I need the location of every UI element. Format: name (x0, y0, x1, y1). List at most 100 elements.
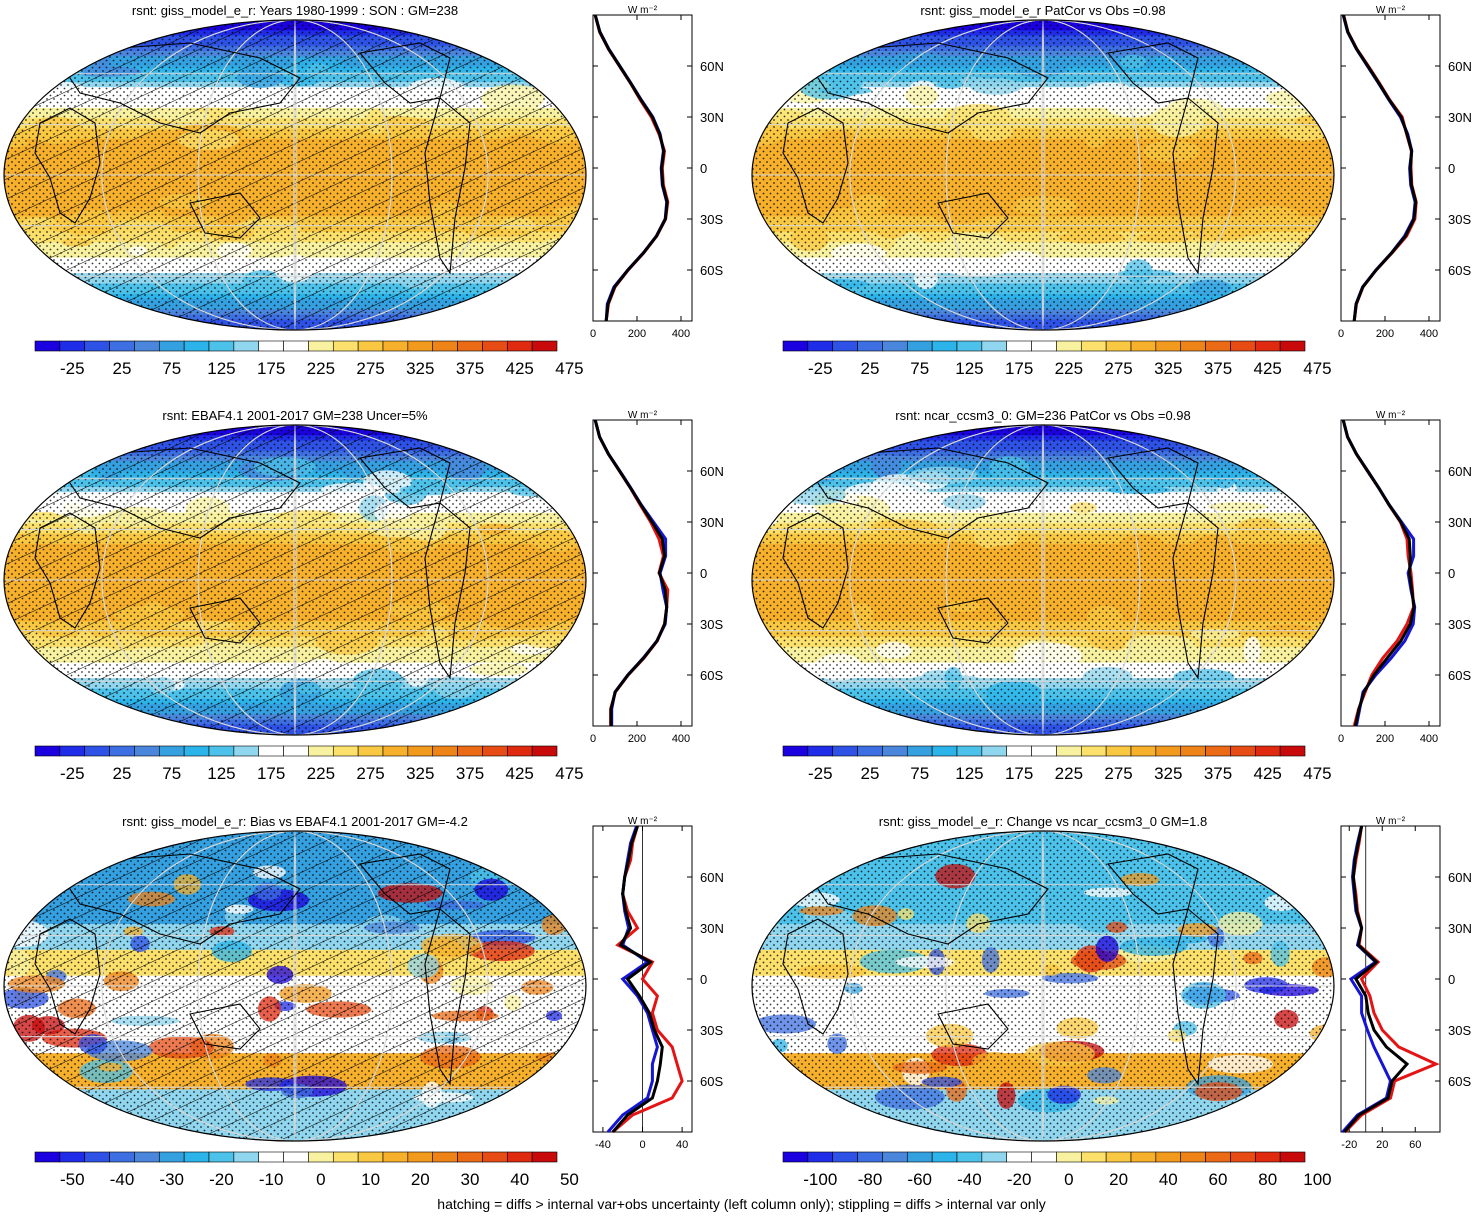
panel-p4: rsnt: ncar_ccsm3_0: GM=236 PatCor vs Obs… (748, 408, 1483, 813)
colorbar-label: 80 (1258, 1170, 1277, 1189)
x-tick-label: -40 (595, 1139, 611, 1151)
colorbar-label: 425 (1254, 359, 1282, 378)
colorbar (34, 340, 558, 352)
x-tick-label: 200 (1376, 328, 1394, 340)
profile-line-black (1341, 419, 1416, 727)
footer-caption: hatching = diffs > internal var+obs unce… (437, 1196, 1046, 1212)
profile-unit: W m⁻² (1376, 816, 1406, 827)
profile-line-black (1341, 14, 1418, 322)
colorbar-label: 20 (411, 1170, 430, 1189)
zonal-profile: W m⁻² 60N 30N 0 30S 60S 0 200 400 (1338, 5, 1472, 340)
profile-line-obs (593, 14, 669, 322)
colorbar-label: -100 (803, 1170, 837, 1189)
colorbar-label: 375 (456, 764, 484, 783)
map-p3: -25 25 75 125 175 225 275 325 375 425 475 W m⁻² 60N 3… (3, 410, 724, 783)
profile-line-black (1343, 825, 1410, 1133)
map-p2: -25 25 75 125 175 225 275 325 375 425 475 W m⁻² 60N 3… (751, 5, 1472, 378)
panel-title: rsnt: giss_model_e_r PatCor vs Obs =0.98 (920, 3, 1166, 18)
coastlines (782, 447, 1219, 680)
x-tick-label: 0 (639, 1139, 645, 1151)
lat-tick-label: 60N (700, 870, 724, 885)
colorbar-label: -25 (60, 359, 85, 378)
colorbar-label: -10 (259, 1170, 284, 1189)
colorbar-label: -25 (808, 359, 833, 378)
colorbar-label: 10 (361, 1170, 380, 1189)
lat-tick-label: 30S (700, 212, 723, 227)
colorbar-label: 325 (1154, 764, 1182, 783)
graticule (752, 425, 1334, 735)
coastlines (782, 853, 1219, 1086)
profile-line-model (593, 419, 670, 726)
colorbar (782, 340, 1306, 352)
colorbar-label: 125 (207, 764, 235, 783)
panel-p5: rsnt: giss_model_e_r: Bias vs EBAF4.1 20… (0, 814, 740, 1219)
lat-tick-label: 30S (700, 1023, 723, 1038)
lat-tick-label: 30N (700, 515, 724, 530)
colorbar-label: 175 (1005, 764, 1033, 783)
colorbar-label: -40 (110, 1170, 135, 1189)
profile-line-black (593, 419, 669, 726)
colorbar-label: 425 (506, 764, 534, 783)
x-tick-label: 400 (1420, 733, 1438, 745)
x-tick-label: 200 (628, 733, 646, 745)
lat-tick-label: 30N (1448, 515, 1472, 530)
zonal-profile: W m⁻² 60N 30N 0 30S 60S 0 200 400 (590, 5, 724, 340)
lat-tick-label: 30N (1448, 921, 1472, 936)
zonal-profile: W m⁻² 60N 30N 0 30S 60S 0 200 400 (1338, 410, 1472, 745)
colorbar-label: 275 (1104, 359, 1132, 378)
profile-line-obs (1341, 14, 1417, 322)
lat-tick-label: 60N (1448, 464, 1472, 479)
colorbar-labels: -25 25 75 125 175 225 275 325 375 425 475 (60, 764, 584, 783)
lat-tick-label: 60N (700, 464, 724, 479)
colorbar (782, 745, 1306, 757)
lat-tick-label: 60N (1448, 59, 1472, 74)
lat-tick-label: 30S (1448, 617, 1471, 632)
colorbar-label: -80 (858, 1170, 883, 1189)
lat-tick-label: 60S (700, 1074, 723, 1089)
colorbar-label: 225 (307, 359, 335, 378)
colorbar-label: 325 (406, 764, 434, 783)
x-tick-label: -20 (1341, 1139, 1357, 1151)
lat-tick-label: 0 (1448, 566, 1455, 581)
coastlines (34, 853, 471, 1086)
colorbar-labels: -25 25 75 125 175 225 275 325 375 425 475 (60, 359, 584, 378)
profile-line-obs (606, 825, 659, 1133)
x-tick-label: 400 (672, 328, 690, 340)
lat-tick-label: 0 (1448, 972, 1455, 987)
colorbar-label: 475 (1303, 764, 1331, 783)
colorbar-label: -20 (1007, 1170, 1032, 1189)
colorbar (34, 1151, 558, 1163)
panel-title: rsnt: giss_model_e_r: Years 1980-1999 : … (131, 3, 459, 18)
panel-p1: rsnt: giss_model_e_r: Years 1980-1999 : … (0, 3, 740, 408)
lat-tick-label: 60N (700, 59, 724, 74)
colorbar-label: -40 (957, 1170, 982, 1189)
x-tick-label: 60 (1409, 1139, 1421, 1151)
zonal-profile: W m⁻² 60N 30N 0 30S 60S -20 20 60 (1340, 816, 1472, 1151)
lat-tick-label: 60S (1448, 263, 1471, 278)
x-tick-label: 0 (590, 733, 596, 745)
colorbar-label: 375 (456, 359, 484, 378)
colorbar-label: 275 (356, 764, 384, 783)
lat-tick-label: 60S (700, 263, 723, 278)
colorbar-label: 0 (316, 1170, 325, 1189)
coastlines (782, 42, 1219, 275)
colorbar-label: 175 (257, 359, 285, 378)
colorbar-label: 275 (1104, 764, 1132, 783)
profile-unit: W m⁻² (1376, 5, 1406, 16)
profile-unit: W m⁻² (628, 410, 658, 421)
colorbar-label: -50 (60, 1170, 85, 1189)
lat-tick-label: 30S (1448, 1023, 1471, 1038)
profile-line-black (611, 825, 664, 1133)
panel-p6: rsnt: giss_model_e_r: Change vs ncar_ccs… (748, 814, 1483, 1219)
colorbar-label: 40 (1159, 1170, 1178, 1189)
lat-tick-label: 30N (700, 110, 724, 125)
lat-tick-label: 30S (1448, 212, 1471, 227)
map-field (4, 20, 586, 330)
coastlines (34, 447, 471, 680)
coastlines (34, 42, 471, 275)
profile-line-obs (593, 419, 669, 726)
x-tick-label: 0 (1338, 328, 1344, 340)
lat-tick-label: 60S (700, 668, 723, 683)
colorbar-label: 225 (1055, 359, 1083, 378)
lat-tick-label: 60N (1448, 870, 1472, 885)
